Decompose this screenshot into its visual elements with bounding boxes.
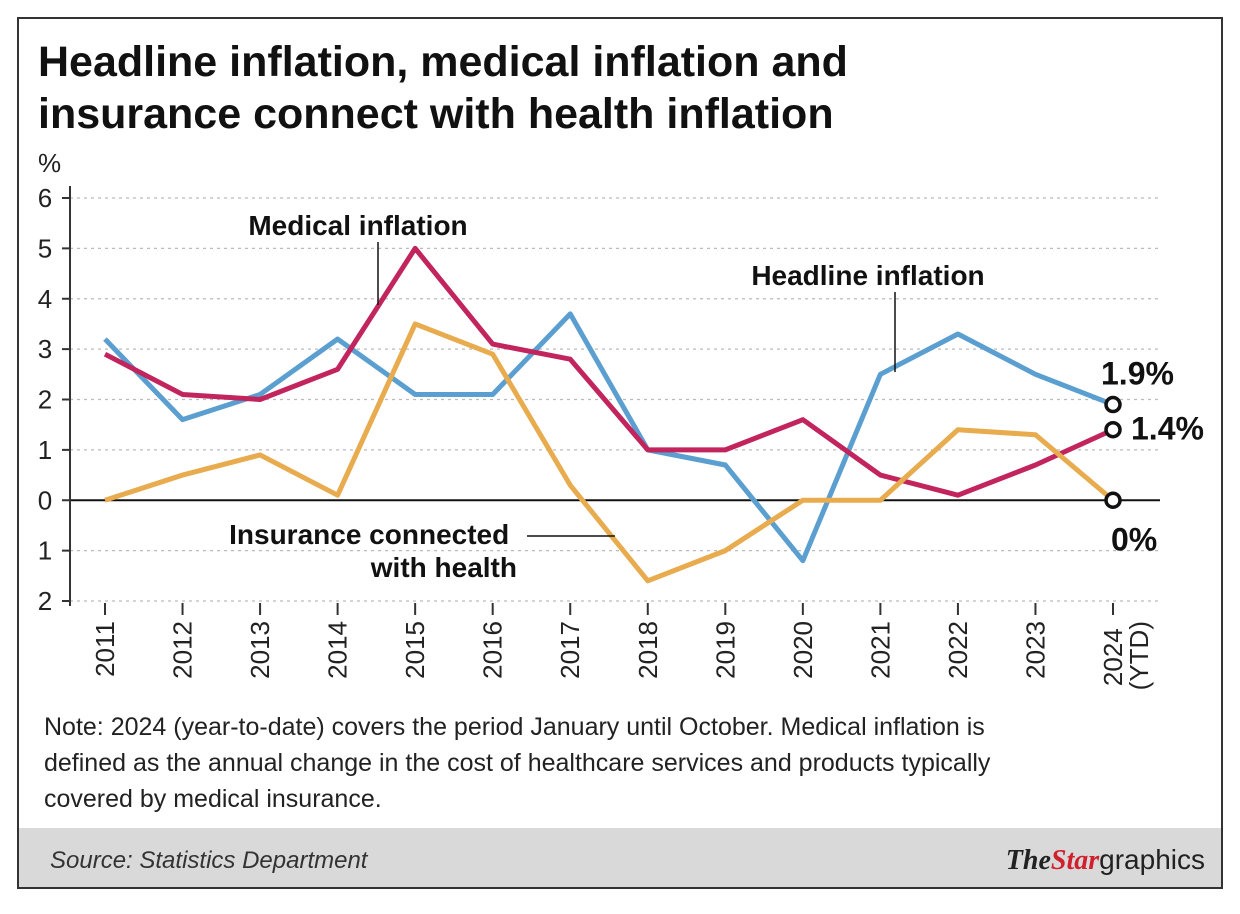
x-tick-label: 2012 <box>168 621 198 679</box>
brand-the: The <box>1006 845 1051 876</box>
x-tick-label: 2017 <box>555 621 585 679</box>
value-label: 1.9% <box>1101 356 1174 392</box>
x-tick-label: 2020 <box>788 621 818 679</box>
x-tick-label: 2022 <box>943 621 973 679</box>
line-series <box>103 311 1114 564</box>
x-tick-label: 2018 <box>633 621 663 679</box>
x-tick-label: 2023 <box>1020 621 1050 679</box>
end-marker <box>1104 491 1122 509</box>
x-tick-label: 2011 <box>90 621 120 677</box>
x-tick-label: 2015 <box>400 621 430 679</box>
line-series <box>103 245 1115 498</box>
y-tick-label: 2 <box>38 586 52 616</box>
line-series <box>104 321 1115 584</box>
x-tick-label: 2016 <box>478 621 508 679</box>
value-label: 0% <box>1111 521 1157 557</box>
x-tick-label: 2014 <box>323 621 353 679</box>
end-marker <box>1104 420 1122 439</box>
y-axis-label: % <box>38 148 61 178</box>
y-tick-label: 1 <box>38 536 52 566</box>
brand-graphics: graphics <box>1099 844 1205 875</box>
frame <box>17 17 1223 889</box>
y-tick-label: 1 <box>38 435 52 465</box>
x-tick-label: 2021 <box>865 621 895 679</box>
source: Source: Statistics Department <box>50 847 369 874</box>
x-tick-label: 2019 <box>710 621 740 679</box>
y-tick-label: 5 <box>38 233 52 263</box>
y-tick-label: 3 <box>38 334 52 364</box>
brand-logo: TheStargraphics <box>1006 844 1205 876</box>
chart-title: insurance connect with health inflation <box>38 90 834 138</box>
value-label: 1.4% <box>1131 411 1204 447</box>
note: Note: 2024 (year-to-date) covers the per… <box>44 713 985 741</box>
footer-bar <box>19 828 1221 887</box>
series-label: Medical inflation <box>248 210 467 241</box>
x-tick-label: 2024 (YTD) <box>1098 621 1154 690</box>
note: covered by medical insurance. <box>44 785 382 813</box>
series-label: Headline inflation <box>751 260 984 291</box>
end-marker <box>1104 395 1122 414</box>
series-label: Insurance connected with health <box>229 519 517 583</box>
y-tick-label: 0 <box>38 485 52 515</box>
y-tick-label: 6 <box>38 183 52 213</box>
y-tick-label: 4 <box>38 284 52 314</box>
y-tick-label: 2 <box>38 385 52 415</box>
brand-star: Star <box>1051 845 1100 876</box>
chart-title: Headline inflation, medical inflation an… <box>38 38 848 86</box>
x-tick-label: 2013 <box>245 621 275 679</box>
note: defined as the annual change in the cost… <box>44 749 991 777</box>
